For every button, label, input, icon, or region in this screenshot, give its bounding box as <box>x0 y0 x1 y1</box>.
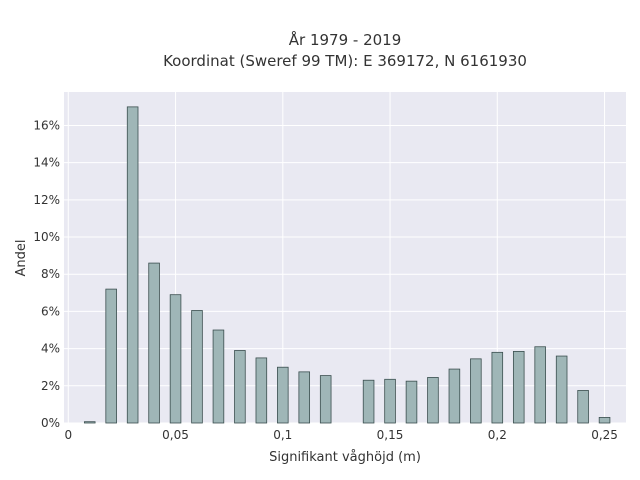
x-tick-label: 0,05 <box>162 428 189 442</box>
x-tick-labels: 0 0,05 0,1 0,15 0,2 0,25 <box>64 428 617 442</box>
y-tick-label: 12% <box>33 193 60 207</box>
histogram-bar <box>277 366 289 424</box>
x-tick-label: 0,1 <box>273 428 292 442</box>
y-tick-label: 10% <box>33 230 60 244</box>
histogram-bar <box>427 377 439 424</box>
x-tick-label: 0,15 <box>377 428 404 442</box>
histogram-bar <box>448 368 461 424</box>
histogram-bar <box>212 329 225 424</box>
histogram-bar <box>234 350 246 424</box>
y-tick-label: 4% <box>41 342 60 356</box>
y-tick-label: 16% <box>33 118 60 132</box>
x-tick-label: 0 <box>64 428 72 442</box>
histogram-bar <box>255 357 268 424</box>
x-axis-label: Signifikant våghöjd (m) <box>269 450 421 465</box>
histogram-bar <box>191 310 203 424</box>
histogram-bar <box>384 378 396 424</box>
y-tick-label: 14% <box>33 156 60 170</box>
x-tick-label: 0,2 <box>488 428 507 442</box>
y-tick-label: 8% <box>41 267 60 281</box>
y-tick-labels: 0% 2% 4% 6% 8% 10% 12% 14% 16% <box>33 118 60 430</box>
bars <box>83 106 611 424</box>
chart-title-line-2: Koordinat (Sweref 99 TM): E 369172, N 61… <box>163 52 527 70</box>
chart-title-line-1: År 1979 - 2019 <box>289 30 402 49</box>
y-tick-label: 0% <box>41 416 60 430</box>
histogram-bar <box>169 294 182 424</box>
histogram-bar <box>105 288 117 424</box>
histogram-bar <box>598 417 611 424</box>
histogram-bar <box>405 380 418 424</box>
histogram-bar <box>83 421 96 424</box>
histogram-bar <box>126 106 139 424</box>
histogram-bar <box>512 351 525 424</box>
histogram-bar <box>362 379 375 424</box>
histogram-bar <box>534 346 546 424</box>
histogram-bar <box>319 375 332 424</box>
histogram-bar <box>491 351 504 424</box>
y-axis-label: Andel <box>14 240 29 277</box>
histogram-bar <box>577 390 589 424</box>
x-tick-label: 0,25 <box>591 428 618 442</box>
histogram-bar <box>555 355 568 424</box>
histogram-bar <box>148 262 160 424</box>
histogram-bar <box>470 358 482 424</box>
histogram-bar <box>298 371 311 424</box>
y-tick-label: 2% <box>41 379 60 393</box>
y-tick-label: 6% <box>41 304 60 318</box>
